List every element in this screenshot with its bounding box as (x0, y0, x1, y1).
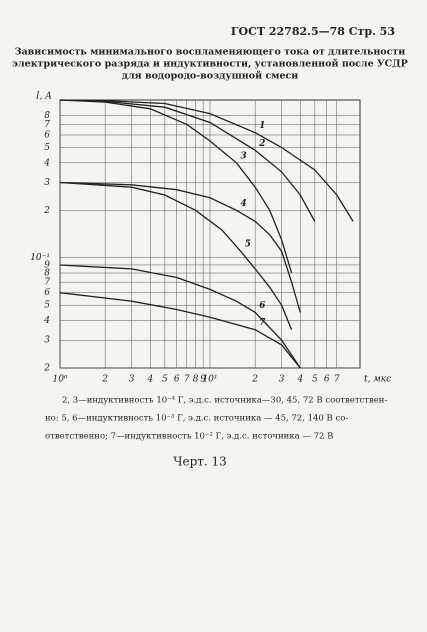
curve (59, 99, 293, 274)
y-tick-label: 9 (44, 260, 50, 270)
caption-line: но: 5, 6—индуктивность 10⁻³ Г, э.д.с. ис… (45, 414, 348, 424)
x-tick-label: 6 (174, 375, 180, 385)
x-tick-label: 10⁰ (52, 375, 67, 385)
curve (59, 181, 293, 330)
curve (59, 292, 301, 369)
curve (59, 99, 354, 222)
x-tick-label: 4 (146, 375, 153, 385)
y-tick-label: 2 (43, 364, 50, 374)
curve-label: 1 (259, 121, 265, 131)
y-tick-label: 2 (43, 206, 50, 216)
y-tick-label: 5 (44, 301, 50, 311)
y-tick-label: 3 (44, 178, 50, 188)
caption-line: 2, 3—индуктивность 10⁻⁴ Г, э.д.с. источн… (62, 396, 387, 406)
curve-label: 2 (258, 139, 265, 149)
y-tick-label: 8 (44, 269, 50, 279)
y-tick-label: 7 (44, 278, 50, 288)
curve-label: 3 (240, 151, 246, 161)
x-axis-label: t, мкс (364, 375, 391, 385)
x-tick-label: 7 (184, 375, 190, 385)
y-tick-label: 7 (44, 120, 50, 130)
title-line: для водородо-воздушной смеси (122, 71, 299, 82)
curve-label: 5 (245, 240, 251, 250)
y-tick-label: 4 (43, 158, 50, 168)
x-tick-label: 3 (279, 375, 285, 385)
y-tick-label: 4 (43, 316, 50, 326)
curve-label: 6 (259, 301, 266, 311)
curve (59, 264, 301, 369)
y-axis-label: I, A (35, 92, 52, 102)
x-tick-label: 10¹ (202, 375, 217, 385)
title-line: электрического разряда и индуктивности, … (12, 59, 408, 70)
y-tick-label: 10⁻¹ (30, 253, 50, 263)
x-tick-label: 5 (162, 375, 168, 385)
caption-line: ответственно; 7—индуктивность 10⁻² Г, э.… (45, 432, 333, 442)
x-tick-label: 2 (101, 375, 108, 385)
y-tick-label: 8 (44, 111, 50, 121)
figure-label: Черт. 13 (173, 455, 227, 469)
x-tick-label: 8 (193, 375, 199, 385)
x-tick-label: 9 (200, 375, 206, 385)
x-tick-label: 6 (324, 375, 330, 385)
x-tick-label: 2 (251, 375, 258, 385)
x-tick-label: 7 (334, 375, 340, 385)
y-tick-label: 6 (44, 288, 50, 298)
curve-label: 7 (259, 318, 266, 328)
y-tick-label: 3 (44, 336, 50, 346)
y-tick-label: 5 (44, 143, 50, 153)
x-tick-label: 3 (129, 375, 135, 385)
y-tick-label: 6 (44, 130, 50, 140)
curve (59, 181, 301, 313)
header: ГОСТ 22782.5—78 Стр. 53 (231, 25, 395, 38)
curve (59, 99, 316, 222)
curve-label: 4 (240, 199, 246, 209)
title-line: Зависимость минимального воспламеняющего… (15, 47, 406, 58)
x-tick-label: 5 (312, 375, 318, 385)
x-tick-label: 4 (296, 375, 303, 385)
